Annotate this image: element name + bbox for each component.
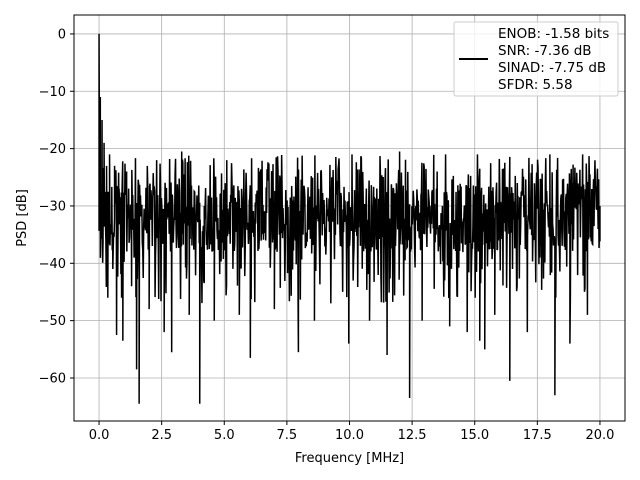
y-tick-label: −40 [39,257,66,272]
x-tick-label: 0.0 [89,428,110,443]
x-axis-label: Frequency [MHz] [295,451,404,466]
y-tick-label: 0 [58,27,66,42]
y-tick-label: −50 [39,314,66,329]
axis-ticks: 0.0 2.5 5.0 7.5 10.0 12.5 15.0 17.5 20.0 0 −10 −20 −… [39,27,615,443]
legend-entry-enob: ENOB: -1.58 bits [498,26,609,42]
legend-entry-sfdr: SFDR: 5.58 [498,77,573,93]
x-tick-label: 17.5 [523,428,552,443]
y-axis-label: PSD [dB] [15,189,30,247]
x-tick-label: 2.5 [151,428,172,443]
y-tick-label: −30 [39,199,66,214]
y-tick-label: −60 [39,371,66,386]
legend-entry-sinad: SINAD: -7.75 dB [498,60,606,76]
legend: ENOB: -1.58 bits SNR: -7.36 dB SINAD: -7… [453,21,619,97]
x-tick-label: 7.5 [277,428,298,443]
legend-box [453,21,619,97]
x-tick-label: 20.0 [585,428,614,443]
x-tick-label: 12.5 [398,428,427,443]
x-tick-label: 15.0 [460,428,489,443]
psd-series-line [98,33,601,404]
y-tick-label: −20 [39,142,66,157]
x-tick-label: 5.0 [214,428,235,443]
x-tick-label: 10.0 [335,428,364,443]
legend-entry-snr: SNR: -7.36 dB [498,43,592,59]
plot-area [98,33,601,404]
y-tick-label: −10 [39,85,66,100]
